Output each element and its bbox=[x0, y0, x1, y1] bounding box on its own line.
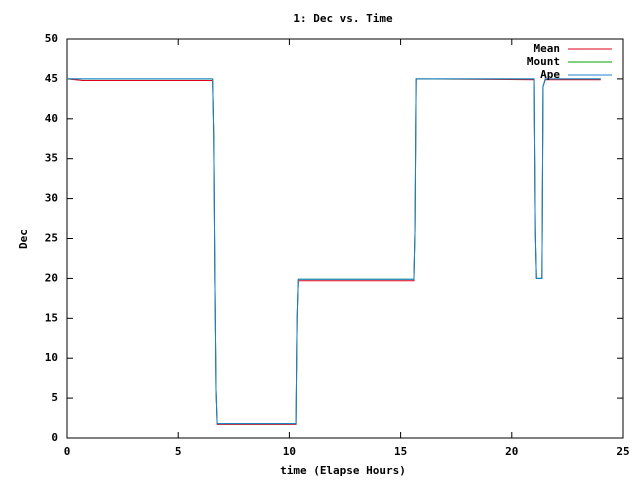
y-tick-label: 45 bbox=[45, 72, 58, 85]
x-tick-label: 10 bbox=[283, 445, 296, 458]
series-line bbox=[67, 78, 601, 425]
chart-title: 1: Dec vs. Time bbox=[293, 12, 393, 25]
x-tick-label: 15 bbox=[394, 445, 407, 458]
x-tick-label: 20 bbox=[505, 445, 518, 458]
x-tick-label: 25 bbox=[616, 445, 629, 458]
y-tick-label: 5 bbox=[51, 391, 58, 404]
legend-label: Ape bbox=[540, 68, 560, 81]
x-axis-label: time (Elapse Hours) bbox=[280, 464, 406, 477]
y-tick-label: 10 bbox=[45, 351, 58, 364]
y-tick-label: 20 bbox=[45, 271, 58, 284]
y-tick-label: 25 bbox=[45, 232, 58, 245]
y-tick-label: 0 bbox=[51, 431, 58, 444]
x-tick-label: 5 bbox=[175, 445, 182, 458]
x-tick-label: 0 bbox=[64, 445, 71, 458]
series-line bbox=[66, 78, 601, 425]
y-axis-label: Dec bbox=[17, 229, 30, 249]
series-line bbox=[67, 78, 601, 425]
legend-label: Mean bbox=[534, 42, 561, 55]
y-tick-label: 40 bbox=[45, 112, 58, 125]
y-tick-label: 15 bbox=[45, 311, 58, 324]
plot-frame bbox=[66, 38, 624, 439]
y-tick-label: 50 bbox=[45, 32, 58, 45]
legend-label: Mount bbox=[527, 55, 560, 68]
y-tick-label: 30 bbox=[45, 192, 58, 205]
y-tick-label: 35 bbox=[45, 152, 58, 165]
